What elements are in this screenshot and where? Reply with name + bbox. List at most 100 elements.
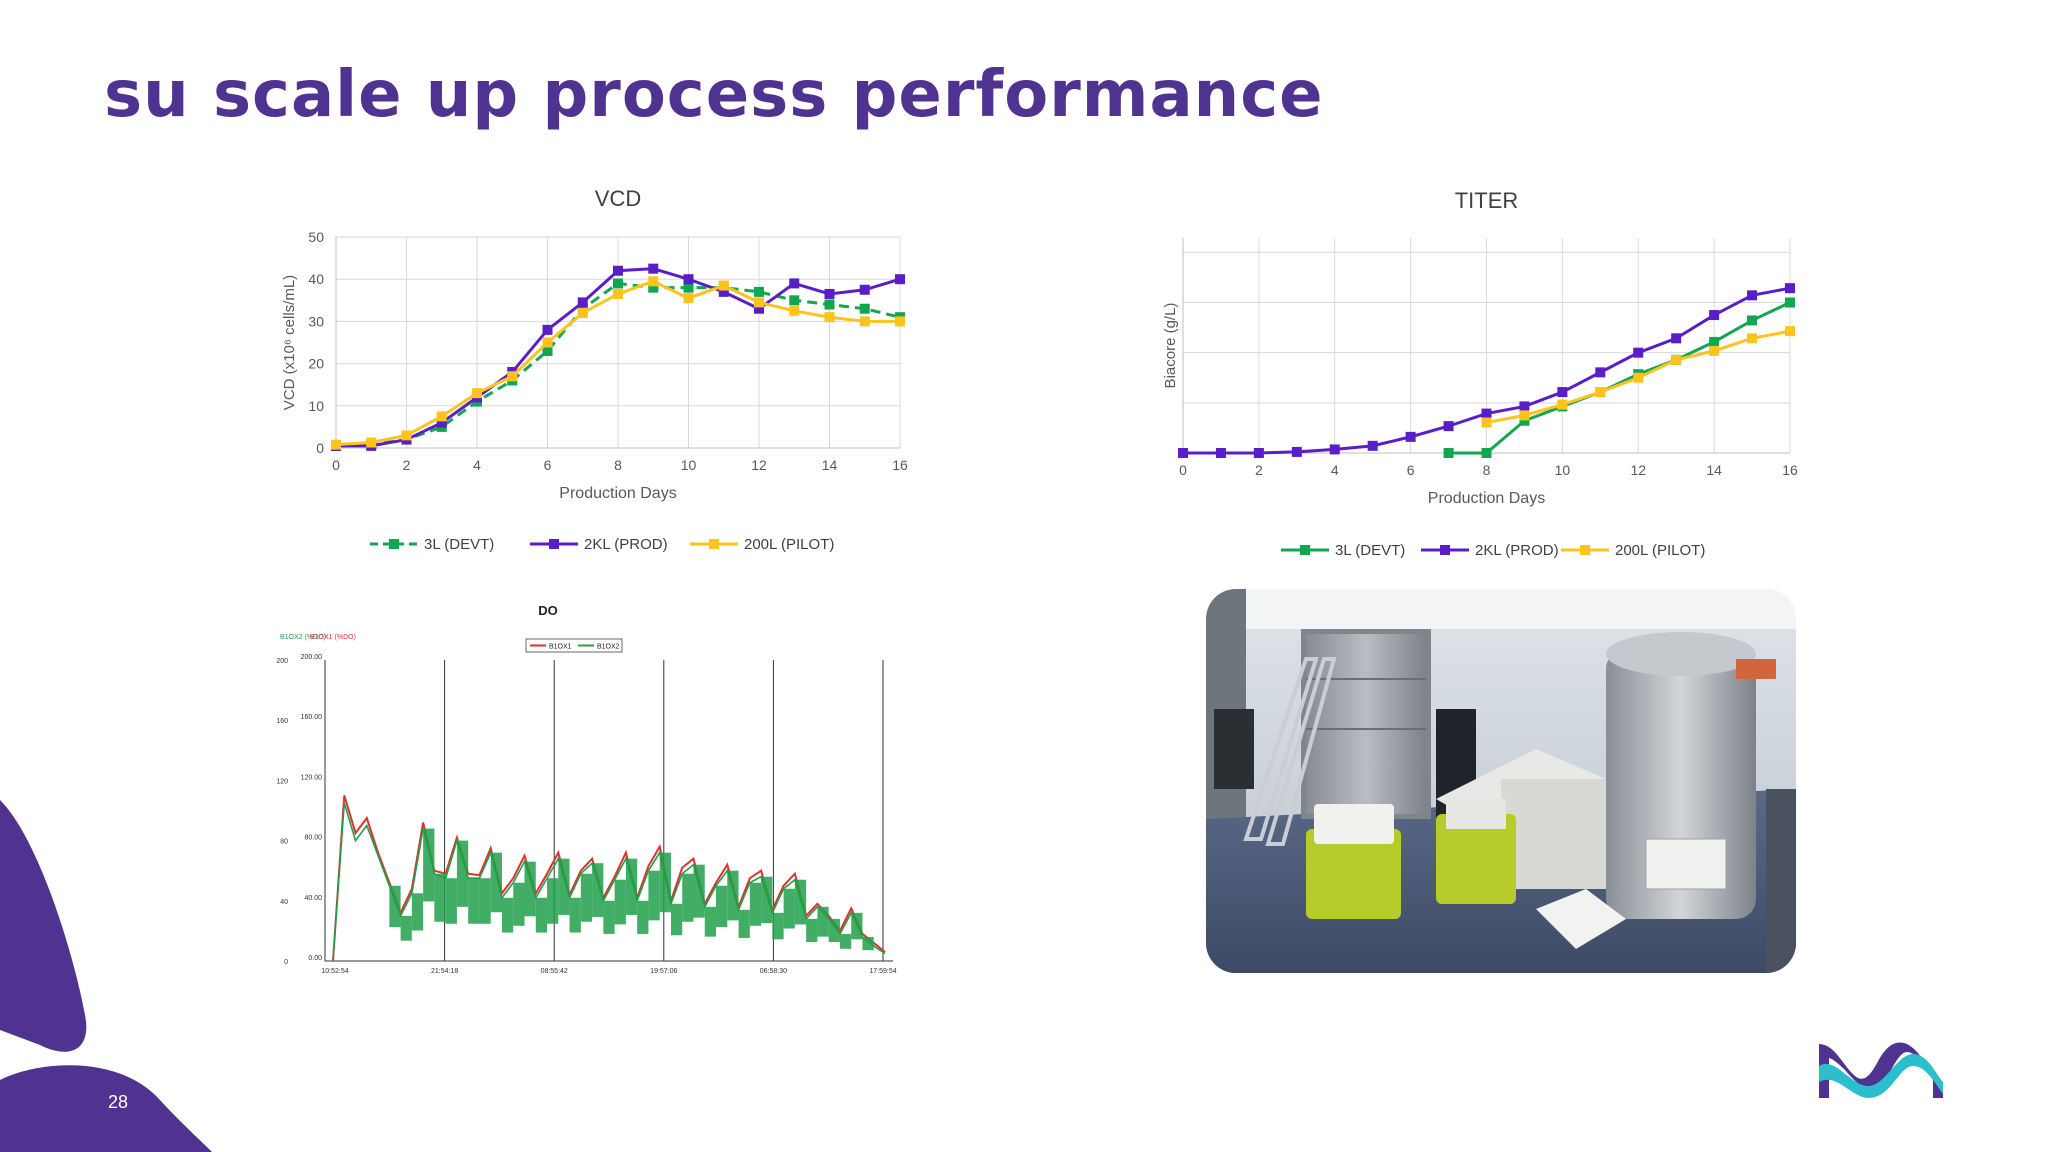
data-point	[1291, 446, 1302, 457]
data-band	[580, 873, 593, 922]
data-point	[1405, 431, 1416, 442]
purple-blob-decoration	[0, 800, 87, 1052]
data-band	[479, 878, 491, 924]
data-point	[1671, 333, 1682, 344]
legend-marker	[1440, 545, 1450, 555]
data-band	[851, 912, 863, 940]
data-point	[895, 316, 905, 327]
data-point	[789, 295, 800, 306]
legend-marker	[1300, 545, 1310, 555]
x-axis-label: Production Days	[559, 485, 676, 502]
y-tick-label: 120	[276, 778, 288, 785]
data-band	[682, 873, 694, 922]
data-point	[331, 439, 341, 450]
data-band	[693, 864, 705, 918]
data-band	[614, 879, 626, 925]
legend-label: B1OX2	[597, 644, 620, 651]
y-axis-label: B1OX2 (%DO)	[280, 634, 326, 641]
legend-box	[525, 638, 623, 653]
data-band	[535, 897, 548, 933]
x-tick-label: 6	[544, 457, 552, 473]
data-band	[558, 858, 570, 915]
x-tick-label: 12	[751, 457, 767, 473]
data-point	[436, 411, 447, 422]
data-band	[501, 897, 514, 933]
data-point	[1481, 408, 1492, 419]
data-point	[824, 288, 835, 299]
data-point	[472, 388, 482, 399]
y-axis-label: VCD (x10⁶ cells/mL)	[281, 275, 298, 410]
x-tick-label: 14	[822, 457, 838, 473]
x-tick-label: 0	[332, 457, 340, 473]
data-band	[411, 893, 424, 931]
data-point	[824, 299, 835, 310]
y-tick-label: 80	[280, 839, 288, 846]
data-point	[1671, 354, 1682, 365]
y-tick-label: 200	[276, 658, 288, 665]
data-point	[1709, 345, 1720, 356]
data-point	[1747, 290, 1758, 301]
x-tick-label: 8	[1483, 462, 1491, 478]
data-point	[1709, 336, 1720, 347]
data-band	[828, 918, 840, 943]
y-tick-label: 0	[284, 959, 288, 966]
data-band	[637, 900, 649, 934]
y-tick-label: 40	[308, 271, 324, 287]
legend-label: 200L (PILOT)	[1615, 542, 1705, 559]
data-band	[862, 936, 874, 951]
page-number: 28	[108, 1092, 129, 1112]
data-band	[772, 912, 784, 940]
data-band	[659, 852, 671, 913]
data-band	[704, 906, 717, 937]
x-tick-label: 12	[1630, 462, 1646, 478]
y-tick-label: 160	[276, 718, 288, 725]
x-tick-label: 14	[1706, 462, 1722, 478]
x-tick-label: 16	[892, 457, 908, 473]
data-point	[718, 286, 729, 297]
data-band	[806, 918, 818, 943]
legend-label: 3L (DEVT)	[1335, 542, 1405, 559]
y-tick-label: 0.00	[308, 955, 322, 962]
data-point	[366, 437, 377, 448]
data-point	[1253, 448, 1264, 458]
data-band	[761, 876, 773, 924]
data-point	[1481, 448, 1492, 458]
data-point	[683, 282, 694, 293]
data-point	[648, 282, 659, 293]
bioreactor-photo	[1206, 589, 1796, 973]
x-tick-label: 17:59:54	[869, 968, 896, 975]
data-band	[749, 882, 762, 926]
y-tick-label: 80.00	[304, 835, 322, 842]
y-tick-label: 50	[308, 229, 324, 245]
data-point	[577, 297, 588, 308]
data-band	[648, 870, 660, 921]
data-point	[1595, 387, 1606, 398]
x-tick-label: 4	[473, 457, 481, 473]
data-point	[1557, 399, 1568, 410]
data-band	[592, 863, 604, 917]
data-band	[625, 858, 638, 915]
y-axis-label: B1OX1 (%DO)	[310, 634, 356, 641]
data-point	[1785, 283, 1795, 294]
x-tick-label: 2	[403, 457, 411, 473]
x-tick-label: 4	[1331, 462, 1339, 478]
data-band	[794, 879, 807, 925]
y-tick-label: 10	[308, 398, 324, 414]
data-point	[789, 305, 800, 316]
data-point	[1329, 444, 1340, 455]
data-point	[895, 274, 905, 285]
data-band	[738, 909, 750, 938]
y-tick-label: 0	[316, 440, 324, 456]
legend-label: 200L (PILOT)	[744, 536, 834, 553]
chart-title: TITER	[1455, 188, 1519, 213]
legend-marker	[549, 539, 559, 549]
data-band	[490, 852, 502, 913]
y-tick-label: 30	[308, 313, 324, 329]
data-point	[648, 263, 659, 274]
data-band	[603, 900, 615, 934]
data-point	[436, 417, 447, 428]
vcd-chart: VCD 0 2 4 6 8 10 12 14 16 0 10 20 30 40 50 Production Da…	[270, 170, 920, 570]
x-tick-label: 6	[1407, 462, 1415, 478]
y-tick-label: 40	[280, 899, 288, 906]
chart-title: VCD	[595, 186, 641, 211]
